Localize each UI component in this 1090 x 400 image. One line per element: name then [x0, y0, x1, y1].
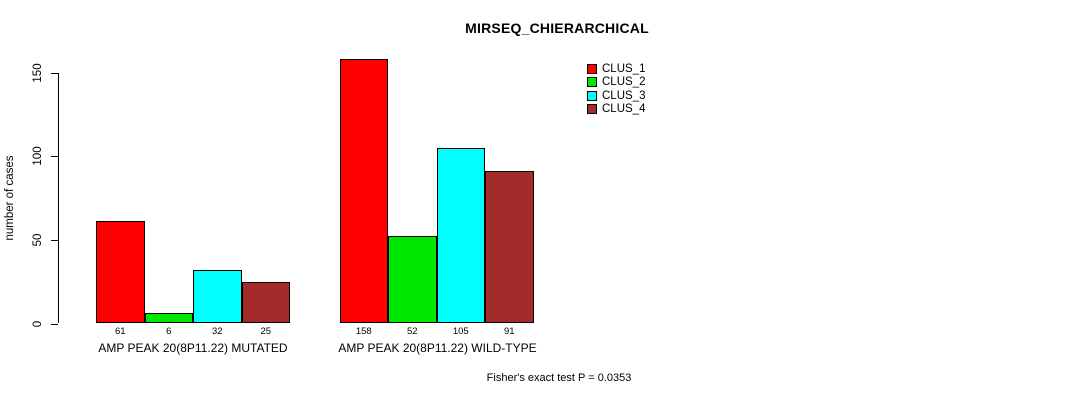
legend-label: CLUS_1 [602, 63, 646, 75]
y-tick-label: 150 [32, 62, 44, 83]
legend-label: CLUS_2 [602, 76, 646, 89]
y-tick-line [51, 239, 58, 241]
bar-clus_1-group2 [339, 59, 388, 324]
bar-value-label: 32 [211, 325, 223, 337]
y-tick-line [51, 323, 58, 325]
y-tick-line [51, 72, 58, 74]
bar-clus_2-group2 [388, 236, 437, 324]
group-label-wildtype: AMP PEAK 20(8P11.22) WILD-TYPE [338, 341, 537, 355]
legend-swatch-clus_3 [587, 90, 597, 101]
bar-clus_2-group1 [144, 313, 193, 324]
legend-label: CLUS_3 [602, 89, 646, 102]
legend-swatch-clus_4 [587, 103, 597, 114]
bar-value-label: 61 [114, 325, 126, 337]
bar-value-label: 6 [166, 325, 172, 337]
bar-value-label: 52 [406, 325, 418, 337]
bar-clus_4-group2 [485, 171, 534, 324]
bar-value-label: 158 [355, 325, 372, 337]
bar-clus_3-group1 [193, 269, 242, 324]
bar-clus_3-group2 [436, 147, 485, 324]
y-tick-label: 50 [32, 233, 44, 247]
group-label-mutated: AMP PEAK 20(8P11.22) MUTATED [98, 341, 288, 355]
y-tick-line [51, 156, 58, 158]
fisher-test-annotation: Fisher's exact test P = 0.0353 [486, 372, 632, 384]
y-tick-label: 0 [32, 320, 44, 327]
bar-value-label: 91 [503, 325, 515, 337]
bar-value-label: 25 [260, 325, 272, 337]
legend-label: CLUS_4 [602, 102, 646, 115]
legend-swatch-clus_2 [587, 77, 597, 88]
chart-title: MIRSEQ_CHIERARCHICAL [465, 20, 649, 36]
legend-swatch-clus_1 [587, 64, 597, 74]
y-axis-line [58, 72, 59, 324]
y-axis-label: number of cases [4, 155, 16, 241]
bar-clus_4-group1 [241, 281, 290, 324]
bar-clus_1-group1 [96, 221, 145, 324]
y-tick-label: 100 [32, 146, 44, 166]
bar-value-label: 105 [452, 325, 469, 337]
